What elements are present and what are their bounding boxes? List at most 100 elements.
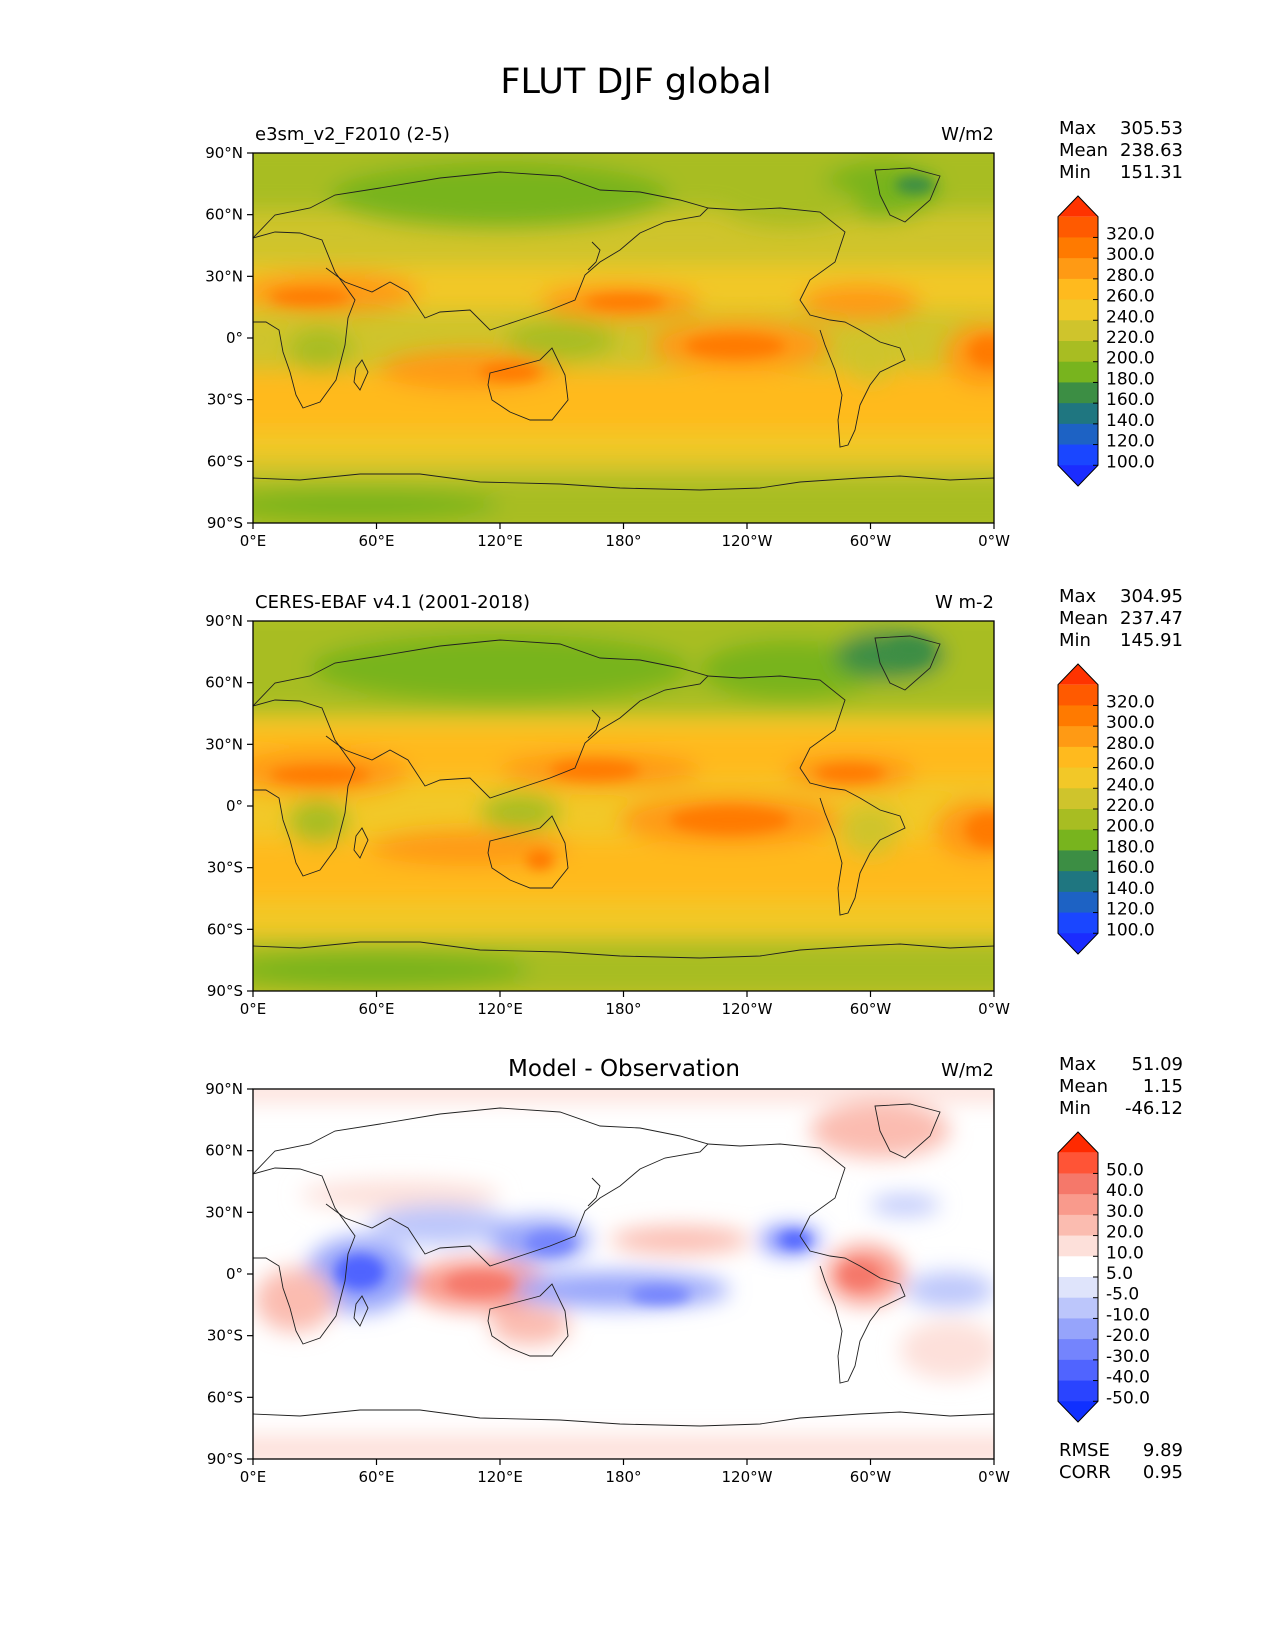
colorbar-tick-label: -20.0	[1106, 1326, 1150, 1346]
axis-ticks: 90°N 60°N 30°N 0° 30°S 60°S 90°S0°E 60°E 120°E 18…	[205, 612, 1010, 1018]
coast-japan	[587, 241, 601, 271]
stat-max-label: Max	[1059, 1054, 1097, 1075]
lon-tick-label: 120°W	[722, 532, 773, 550]
colorbar-tick-label: 100.0	[1106, 920, 1155, 940]
colorbar-extend-bottom	[1058, 1401, 1098, 1422]
colorbar-tick-label: -10.0	[1106, 1305, 1150, 1325]
colorbar-swatch	[1058, 871, 1098, 893]
figure-title: FLUT DJF global	[500, 62, 771, 102]
colorbar-extend-top	[1058, 196, 1098, 217]
panel-left-title: CERES-EBAF v4.1 (2001-2018)	[255, 592, 530, 613]
colorbar: 50.040.030.020.010.05.0-5.0-10.0-20.0-30…	[1057, 1131, 1150, 1423]
stat-max-value: 51.09	[1131, 1054, 1183, 1075]
colorbar-tick-label: 220.0	[1106, 328, 1155, 348]
stat-mean-label: Mean	[1059, 608, 1108, 629]
coast-antarctica	[253, 473, 994, 491]
colorbar-swatch	[1058, 216, 1098, 238]
field-arctic-band	[253, 1089, 994, 1102]
colorbar-swatch	[1058, 891, 1098, 914]
field-satl-neg	[905, 1272, 994, 1308]
colorbar-swatch	[1058, 341, 1098, 363]
field-australia-max	[480, 363, 540, 381]
panel-center-title: Model - Observation	[508, 1056, 740, 1082]
lat-tick-label: 30°S	[207, 391, 243, 409]
coastlines	[253, 1103, 994, 1427]
stat-mean-label: Mean	[1059, 140, 1108, 161]
colorbar-swatch	[1058, 1297, 1098, 1319]
colorbar-tick-label: 180.0	[1106, 369, 1155, 389]
field-sio-high	[370, 830, 570, 866]
colorbar-swatch	[1058, 423, 1098, 446]
stat-min-label: Min	[1059, 162, 1091, 183]
colorbar-tick-label: 160.0	[1106, 390, 1155, 410]
field-caribbean-max	[815, 764, 885, 782]
colorbar-swatch	[1058, 444, 1098, 466]
colorbar-tick-label: 5.0	[1106, 1264, 1133, 1284]
field-siberia-low	[310, 634, 690, 702]
lat-tick-label: 60°N	[205, 1142, 243, 1160]
colorbar-extend-bottom	[1058, 465, 1098, 486]
colorbar-tick-label: 320.0	[1106, 692, 1155, 712]
coast-australia	[487, 1283, 569, 1357]
field-spcz-min	[630, 1286, 690, 1304]
coast-africa	[253, 1167, 356, 1345]
colorbar-swatch	[1058, 684, 1098, 706]
panel-diff: Model - Observation W/m2	[205, 1054, 1183, 1486]
lat-tick-label: 90°N	[205, 144, 243, 162]
lon-tick-label: 120°E	[477, 1000, 523, 1018]
colorbar-swatch	[1058, 361, 1098, 383]
field-africa-convection	[288, 328, 352, 372]
map-field	[253, 621, 994, 991]
colorbar-swatch	[1058, 237, 1098, 259]
field-spcz-neg	[510, 1272, 730, 1308]
colorbar-swatch	[1058, 1152, 1098, 1174]
colorbar-extend-top	[1058, 1132, 1098, 1153]
stat-mean-value: 1.15	[1143, 1076, 1183, 1097]
field-npac-max	[550, 760, 640, 780]
coast-antarctica	[253, 941, 994, 959]
colorbar-tick-label: -5.0	[1106, 1285, 1139, 1305]
lat-tick-label: 0°	[226, 797, 243, 815]
field-caribbean-min	[780, 1232, 810, 1248]
stat-max-value: 305.53	[1120, 118, 1183, 139]
field-antarctic-low	[253, 952, 530, 988]
colorbar-swatch	[1058, 850, 1098, 872]
coastlines	[253, 635, 994, 959]
colorbar-swatch	[1058, 1173, 1098, 1195]
coast-north-america	[707, 675, 906, 916]
coast-eurasia	[253, 171, 709, 331]
lon-tick-label: 0°E	[240, 1468, 267, 1486]
colorbar-tick-label: 200.0	[1106, 817, 1155, 837]
coast-greenland	[874, 167, 941, 223]
axis-ticks: 90°N 60°N 30°N 0° 30°S 60°S 90°S0°E 60°E 120°E 18…	[205, 1080, 1010, 1486]
colorbar-tick-label: 220.0	[1106, 796, 1155, 816]
colorbar-tick-label: 240.0	[1106, 307, 1155, 327]
colorbar-tick-label: 20.0	[1106, 1223, 1144, 1243]
lat-tick-label: 30°N	[205, 267, 243, 285]
colorbar-tick-label: 120.0	[1106, 900, 1155, 920]
colorbar-swatch	[1058, 1359, 1098, 1382]
lon-tick-label: 0°E	[240, 532, 267, 550]
stat-rmse-label: RMSE	[1059, 1440, 1110, 1461]
coast-greenland	[874, 635, 941, 691]
map-field	[253, 153, 994, 523]
panel-model: e3sm_v2_F2010 (2-5) W/m2	[205, 118, 1183, 550]
coast-madagascar	[353, 827, 369, 859]
stat-min-value: -46.12	[1125, 1098, 1183, 1119]
field-warmpool-convection	[505, 320, 615, 360]
lat-tick-label: 90°S	[207, 982, 243, 1000]
stat-corr-label: CORR	[1059, 1462, 1111, 1483]
colorbar-swatch	[1058, 912, 1098, 934]
colorbar-tick-label: 100.0	[1106, 452, 1155, 472]
field-amazon-convection	[840, 804, 900, 856]
field-satl-pos	[900, 1320, 994, 1380]
stat-min-value: 145.91	[1120, 630, 1183, 651]
field-south-midlat	[253, 430, 994, 460]
field-amazon-max	[840, 1261, 880, 1289]
lon-tick-label: 180°	[605, 1000, 641, 1018]
field-indonesia-max	[445, 1272, 515, 1296]
stats-block: Max 305.53 Mean 238.63 Min 151.31	[1059, 118, 1183, 183]
lat-tick-label: 0°	[226, 329, 243, 347]
lon-tick-label: 0°E	[240, 1000, 267, 1018]
lat-tick-label: 90°N	[205, 1080, 243, 1098]
